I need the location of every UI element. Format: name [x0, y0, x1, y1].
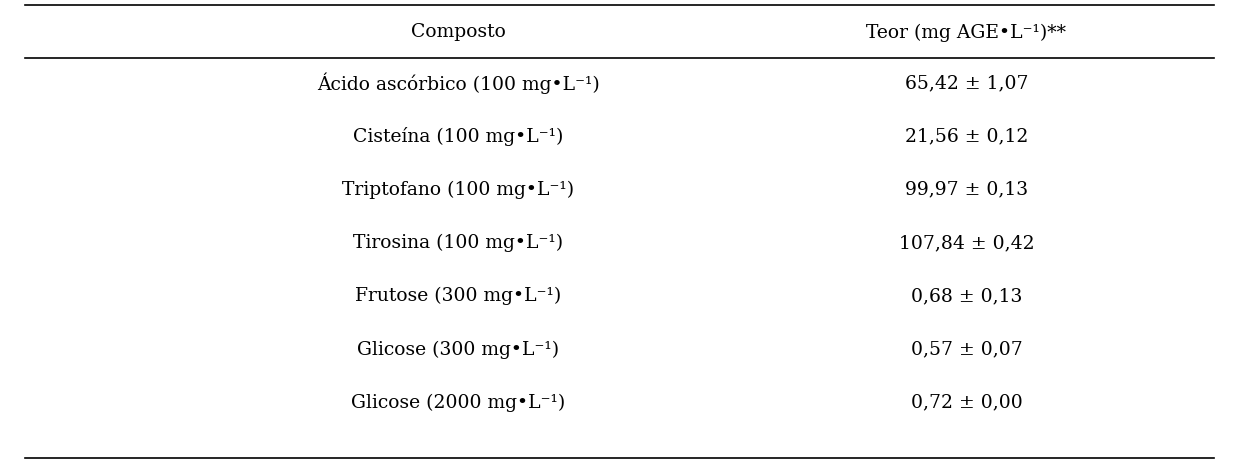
- Text: 65,42 ± 1,07: 65,42 ± 1,07: [904, 75, 1028, 92]
- Text: Glicose (300 mg•L⁻¹): Glicose (300 mg•L⁻¹): [357, 340, 560, 359]
- Text: 0,68 ± 0,13: 0,68 ± 0,13: [911, 288, 1022, 305]
- Text: Teor (mg AGE•L⁻¹)**: Teor (mg AGE•L⁻¹)**: [866, 23, 1067, 42]
- Text: 21,56 ± 0,12: 21,56 ± 0,12: [904, 128, 1028, 145]
- Text: 107,84 ± 0,42: 107,84 ± 0,42: [898, 234, 1035, 252]
- Text: Glicose (2000 mg•L⁻¹): Glicose (2000 mg•L⁻¹): [352, 394, 565, 412]
- Text: Composto: Composto: [411, 24, 506, 41]
- Text: Triptofano (100 mg•L⁻¹): Triptofano (100 mg•L⁻¹): [342, 181, 575, 199]
- Text: Frutose (300 mg•L⁻¹): Frutose (300 mg•L⁻¹): [356, 287, 561, 306]
- Text: Ácido ascórbico (100 mg•L⁻¹): Ácido ascórbico (100 mg•L⁻¹): [317, 73, 600, 94]
- Text: Tirosina (100 mg•L⁻¹): Tirosina (100 mg•L⁻¹): [353, 234, 564, 252]
- Text: Cisteína (100 mg•L⁻¹): Cisteína (100 mg•L⁻¹): [353, 127, 564, 146]
- Text: 0,57 ± 0,07: 0,57 ± 0,07: [911, 341, 1022, 358]
- Text: 99,97 ± 0,13: 99,97 ± 0,13: [904, 181, 1028, 199]
- Text: 0,72 ± 0,00: 0,72 ± 0,00: [911, 394, 1022, 412]
